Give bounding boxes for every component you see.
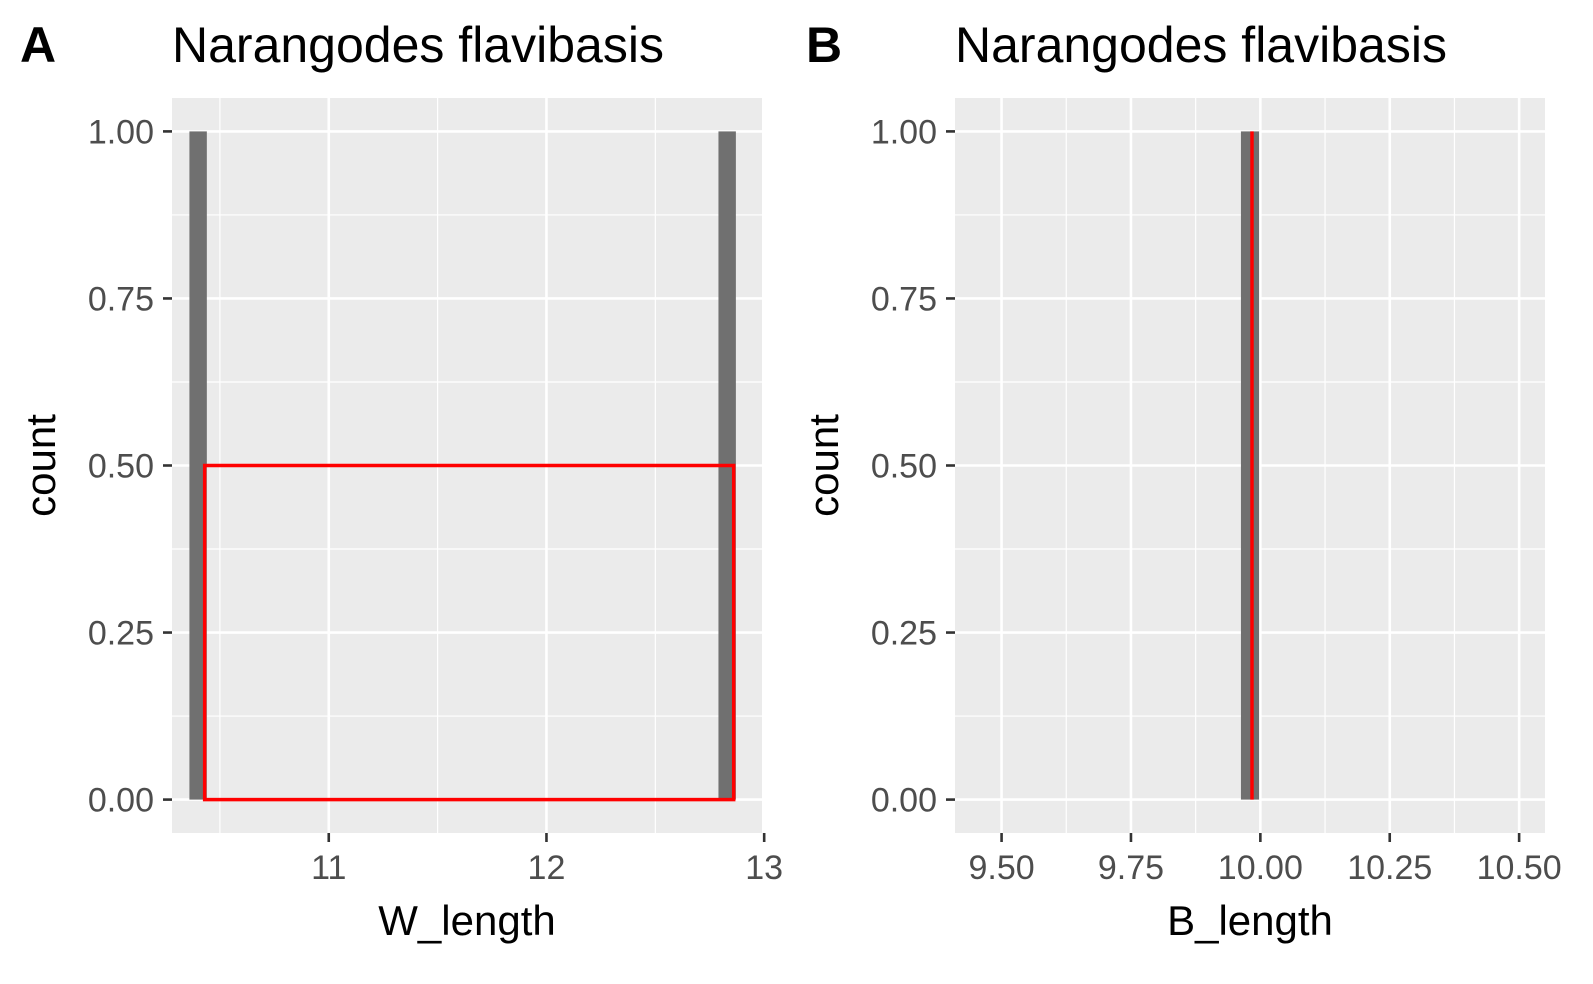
chart-title: Narangodes flavibasis <box>955 17 1447 73</box>
red-outline-rect <box>202 463 736 802</box>
y-tick-label: 0.50 <box>88 448 154 486</box>
x-tick-label: 9.50 <box>968 849 1034 887</box>
y-tick-label: 0.00 <box>871 782 937 820</box>
panel-tag: B <box>806 17 842 73</box>
x-tick-label: 13 <box>745 849 783 887</box>
x-tick-label: 10.00 <box>1218 849 1303 887</box>
x-tick-label: 10.25 <box>1347 849 1432 887</box>
panel-b: 0.00 0.25 0.50 0.75 1.00 9.50 9.75 10.00 10.25 10… <box>800 17 1562 944</box>
histogram-bar-1 <box>189 131 207 800</box>
y-tick-label: 0.75 <box>88 280 154 318</box>
y-tick-label: 0.25 <box>871 615 937 653</box>
y-tick-label: 1.00 <box>88 113 154 151</box>
y-tick-label: 1.00 <box>871 113 937 151</box>
y-tick-label: 0.50 <box>871 448 937 486</box>
y-axis-title: count <box>17 414 64 517</box>
x-tick-label: 9.75 <box>1098 849 1164 887</box>
x-axis-title: B_length <box>1167 897 1333 944</box>
x-tick-label: 11 <box>311 849 346 887</box>
x-tick-label: 10.50 <box>1477 849 1562 887</box>
chart-title: Narangodes flavibasis <box>172 17 664 73</box>
panel-tag: A <box>20 17 56 73</box>
y-tick-label: 0.75 <box>871 280 937 318</box>
panel-a: 0.00 0.25 0.50 0.75 1.00 11 12 13 W_length count A… <box>17 17 783 944</box>
y-tick-label: 0.25 <box>88 615 154 653</box>
y-axis-title: count <box>800 414 847 517</box>
histogram-bar-1 <box>1240 131 1260 800</box>
y-tick-label: 0.00 <box>88 782 154 820</box>
x-tick-label: 12 <box>528 849 566 887</box>
x-axis-title: W_length <box>378 897 555 944</box>
